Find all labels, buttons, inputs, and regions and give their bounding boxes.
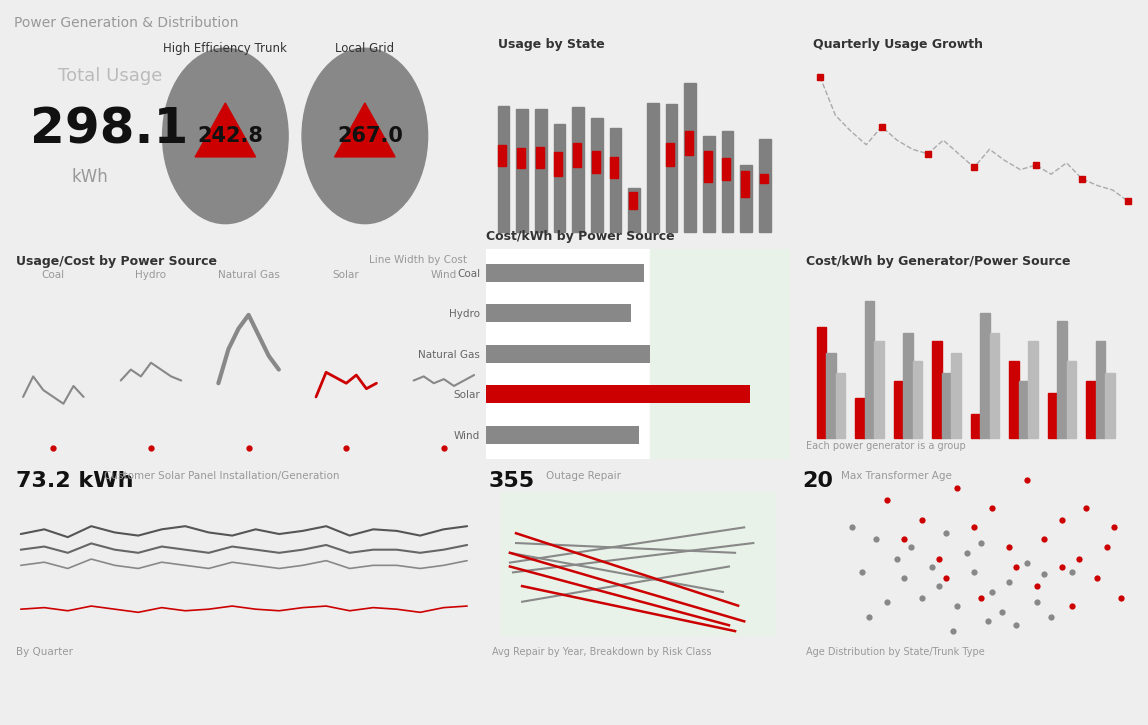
Bar bbox=[486, 385, 750, 403]
Polygon shape bbox=[195, 103, 256, 157]
Bar bbox=[486, 344, 650, 363]
Bar bbox=[864, 301, 875, 438]
Text: By Quarter: By Quarter bbox=[16, 647, 73, 657]
Bar bbox=[740, 165, 752, 232]
Bar bbox=[740, 171, 748, 197]
Text: 267.0: 267.0 bbox=[338, 126, 403, 146]
Bar bbox=[1086, 381, 1095, 438]
Bar bbox=[836, 373, 845, 438]
Text: Avg Repair by Year, Breakdown by Risk Class: Avg Repair by Year, Breakdown by Risk Cl… bbox=[491, 647, 712, 657]
Bar bbox=[1029, 341, 1038, 438]
Text: Coal: Coal bbox=[41, 270, 65, 280]
Bar bbox=[1018, 381, 1029, 438]
Text: Hydro: Hydro bbox=[135, 270, 166, 280]
Bar bbox=[591, 152, 599, 173]
Bar bbox=[1057, 321, 1066, 438]
Bar bbox=[536, 146, 544, 168]
Bar bbox=[855, 397, 864, 438]
Ellipse shape bbox=[302, 49, 427, 223]
Ellipse shape bbox=[163, 49, 288, 223]
Text: Customer Solar Panel Installation/Generation: Customer Solar Panel Installation/Genera… bbox=[104, 471, 340, 481]
Bar bbox=[553, 124, 565, 232]
Bar bbox=[554, 152, 563, 175]
Text: 73.2 kWh: 73.2 kWh bbox=[16, 471, 133, 491]
Text: Outage Repair: Outage Repair bbox=[546, 471, 621, 481]
Bar bbox=[816, 327, 827, 438]
Bar bbox=[498, 106, 510, 232]
Text: Quarterly Usage Growth: Quarterly Usage Growth bbox=[813, 38, 983, 51]
Bar bbox=[486, 304, 631, 323]
Bar bbox=[704, 151, 712, 182]
Bar bbox=[980, 312, 990, 438]
Bar bbox=[684, 83, 696, 232]
Bar bbox=[1066, 361, 1077, 438]
Bar bbox=[486, 264, 644, 282]
Text: Usage by State: Usage by State bbox=[498, 38, 605, 51]
Bar bbox=[591, 117, 603, 232]
Bar bbox=[1095, 341, 1106, 438]
Bar bbox=[1048, 394, 1057, 438]
Bar bbox=[703, 136, 714, 232]
Bar bbox=[610, 128, 621, 232]
Bar bbox=[517, 109, 528, 232]
Bar bbox=[1009, 361, 1018, 438]
Bar bbox=[498, 145, 506, 167]
Text: Each power generator is a group: Each power generator is a group bbox=[806, 441, 965, 450]
Bar bbox=[759, 138, 770, 232]
Bar bbox=[611, 157, 619, 178]
Text: 20: 20 bbox=[802, 471, 833, 491]
Bar bbox=[650, 249, 790, 459]
Bar bbox=[628, 188, 639, 232]
Bar bbox=[913, 361, 923, 438]
Text: Cost/kWh by Generator/Power Source: Cost/kWh by Generator/Power Source bbox=[806, 255, 1071, 268]
Bar bbox=[666, 143, 674, 166]
Bar bbox=[722, 158, 730, 180]
Text: Wind: Wind bbox=[430, 270, 457, 280]
Bar bbox=[573, 144, 581, 167]
Bar bbox=[875, 341, 884, 438]
Text: 355: 355 bbox=[489, 471, 535, 491]
Text: Solar: Solar bbox=[333, 270, 359, 280]
Bar bbox=[941, 373, 952, 438]
Bar bbox=[760, 174, 768, 183]
Text: Natural Gas: Natural Gas bbox=[218, 270, 279, 280]
Bar bbox=[629, 192, 637, 209]
Bar bbox=[952, 353, 961, 438]
Text: Total Usage: Total Usage bbox=[57, 67, 162, 86]
Bar bbox=[666, 104, 677, 232]
Bar bbox=[827, 353, 836, 438]
Bar bbox=[486, 426, 639, 444]
Text: 298.1: 298.1 bbox=[30, 106, 188, 154]
Bar bbox=[893, 381, 903, 438]
Bar bbox=[1106, 373, 1115, 438]
Polygon shape bbox=[334, 103, 395, 157]
Bar bbox=[970, 414, 980, 438]
Text: Line Width by Cost: Line Width by Cost bbox=[370, 255, 467, 265]
Text: Power Generation & Distribution: Power Generation & Distribution bbox=[14, 16, 239, 30]
Bar bbox=[647, 103, 659, 232]
Text: High Efficiency Trunk: High Efficiency Trunk bbox=[163, 42, 287, 55]
Text: 242.8: 242.8 bbox=[197, 126, 263, 146]
Bar bbox=[486, 385, 697, 403]
Text: Usage/Cost by Power Source: Usage/Cost by Power Source bbox=[16, 255, 217, 268]
Text: Age Distribution by State/Trunk Type: Age Distribution by State/Trunk Type bbox=[806, 647, 985, 657]
Text: Local Grid: Local Grid bbox=[335, 42, 395, 55]
Bar bbox=[685, 131, 693, 155]
Text: Max Transformer Age: Max Transformer Age bbox=[841, 471, 952, 481]
Bar bbox=[501, 492, 775, 635]
Bar bbox=[517, 148, 525, 168]
Text: Cost/kWh by Power Source: Cost/kWh by Power Source bbox=[486, 231, 674, 244]
Bar bbox=[722, 131, 734, 232]
Bar bbox=[990, 333, 1000, 438]
Bar bbox=[932, 341, 941, 438]
Bar bbox=[535, 109, 546, 232]
Bar bbox=[903, 333, 913, 438]
Bar bbox=[573, 107, 584, 232]
Text: kWh: kWh bbox=[72, 168, 109, 186]
